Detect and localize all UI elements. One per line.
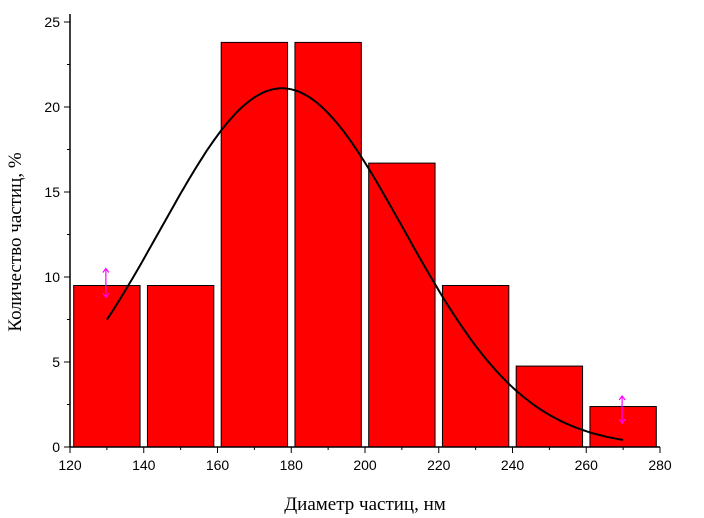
fit-curve-line: [106, 87, 624, 441]
x-tick-label-220: 220: [427, 457, 451, 473]
end-markers-group: [102, 267, 626, 425]
x-axis-label: Диаметр частиц, нм: [284, 494, 446, 515]
y-tick-label-5: 5: [52, 354, 60, 370]
bar-2: [146, 285, 215, 448]
bar-4: [294, 41, 362, 448]
y-tick-label-0: 0: [52, 439, 60, 455]
end-marker-arrow-down-1: [102, 293, 110, 299]
end-marker-arrow-down-2: [618, 418, 626, 425]
y-tick-label-10: 10: [44, 269, 60, 285]
bar-5: [368, 162, 436, 448]
y-tick-label-20: 20: [44, 99, 60, 115]
y-tick-label-15: 15: [44, 184, 60, 200]
x-tick-label-120: 120: [58, 457, 82, 473]
bar-1: [73, 285, 141, 448]
x-tick-label-200: 200: [353, 457, 377, 473]
bar-3: [220, 41, 289, 448]
end-marker-arrow-up-1: [102, 267, 110, 273]
x-tick-label-180: 180: [280, 457, 304, 473]
x-tick-label-260: 260: [575, 457, 599, 473]
bar-6: [441, 285, 510, 448]
y-tick-label-25: 25: [44, 14, 60, 30]
x-tick-label-160: 160: [206, 457, 230, 473]
y-axis-label: Количество частиц, %: [5, 152, 26, 331]
bar-7: [515, 365, 584, 448]
x-tick-label-240: 240: [501, 457, 525, 473]
x-tick-label-140: 140: [132, 457, 156, 473]
fit-curve-group: [106, 87, 624, 441]
ticks-group: 120 140 160 180 200 220 240 260 280 0 5 10 15 20 25: [44, 14, 671, 473]
end-marker-arrow-up-2: [618, 395, 626, 401]
x-tick-label-280: 280: [648, 457, 672, 473]
bars-group: [73, 41, 657, 448]
bar-8: [589, 406, 657, 448]
